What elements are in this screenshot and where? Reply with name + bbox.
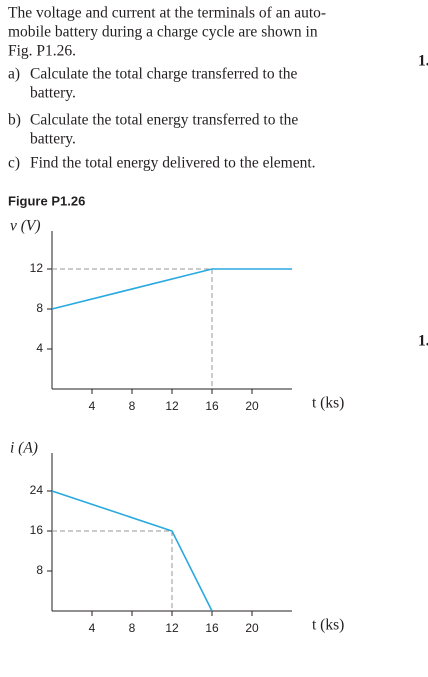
margin-mark: 1. bbox=[418, 333, 428, 350]
y-tick-label: 12 bbox=[30, 261, 44, 275]
y-axis-label: i (A) bbox=[10, 440, 38, 457]
item-label: a) bbox=[8, 66, 20, 83]
problem-line: Fig. P1.26. bbox=[8, 43, 76, 60]
x-axis-label: t (ks) bbox=[312, 617, 344, 634]
y-tick-label: 8 bbox=[36, 301, 43, 315]
problem-line: The voltage and current at the terminals… bbox=[8, 5, 326, 22]
data-line bbox=[51, 490, 213, 612]
y-tick-label: 8 bbox=[36, 563, 43, 577]
margin-mark: 1. bbox=[418, 53, 428, 70]
x-tick-label: 8 bbox=[129, 399, 136, 413]
y-tick-label: 16 bbox=[30, 523, 44, 537]
item-line: Find the total energy delivered to the e… bbox=[30, 155, 316, 172]
data-line bbox=[51, 268, 292, 310]
x-tick-label: 4 bbox=[89, 621, 96, 635]
x-tick-label: 8 bbox=[129, 621, 136, 635]
item-line: battery. bbox=[30, 131, 76, 148]
x-tick-label: 16 bbox=[205, 399, 219, 413]
item-label: c) bbox=[8, 155, 20, 172]
y-axis-label: v (V) bbox=[10, 218, 41, 235]
figure-title: Figure P1.26 bbox=[8, 193, 85, 208]
item-label: b) bbox=[8, 112, 21, 129]
item-line: Calculate the total energy transferred t… bbox=[30, 112, 298, 129]
x-tick-label: 20 bbox=[245, 621, 259, 635]
item-line: battery. bbox=[30, 85, 76, 102]
problem-line: mobile battery during a charge cycle are… bbox=[8, 24, 318, 41]
x-tick-label: 12 bbox=[165, 621, 179, 635]
x-tick-label: 20 bbox=[245, 399, 259, 413]
y-tick-label: 4 bbox=[36, 341, 43, 355]
item-line: Calculate the total charge transferred t… bbox=[30, 66, 298, 83]
x-tick-label: 16 bbox=[205, 621, 219, 635]
x-axis-label: t (ks) bbox=[312, 395, 344, 412]
y-tick-label: 24 bbox=[30, 483, 44, 497]
x-tick-label: 4 bbox=[89, 399, 96, 413]
x-tick-label: 12 bbox=[165, 399, 179, 413]
